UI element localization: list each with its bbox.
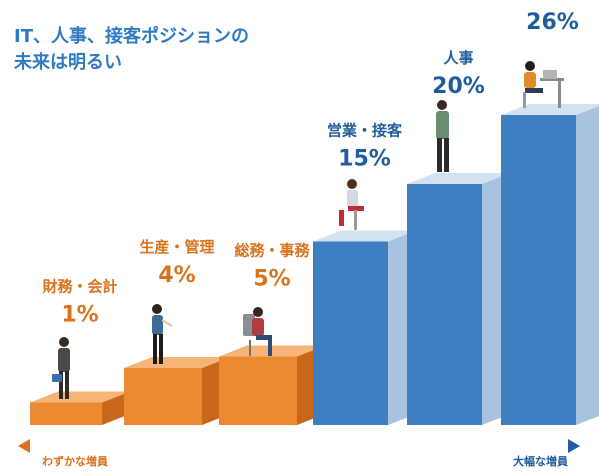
bar-side-6 <box>576 105 599 425</box>
bars-layer <box>30 104 599 425</box>
axis-right-label: 大幅な増員 <box>513 454 568 468</box>
value-label-5: 20% <box>432 74 485 99</box>
value-label-4: 15% <box>338 147 391 172</box>
bar-front-2 <box>124 368 202 425</box>
bar-5 <box>407 173 510 425</box>
value-label-6: 26% <box>526 10 579 35</box>
labels-layer: 財務・会計 1% 生産・管理 4% 総務・事務 5% 営業・接客 15% 人事 20% IT 26% <box>41 0 578 328</box>
bar-top-4 <box>313 230 416 242</box>
bar-3 <box>219 345 325 425</box>
chart-title-line-2: 未来は明るい <box>14 52 122 73</box>
bar-front-1 <box>30 402 102 425</box>
chart-title-line-1: IT、人事、接客ポジションの <box>14 25 249 47</box>
category-label-6: IT <box>545 0 562 3</box>
bar-1 <box>30 391 130 425</box>
value-label-3: 5% <box>253 267 290 292</box>
value-label-1: 1% <box>61 303 98 328</box>
bar-6 <box>501 104 599 425</box>
bar-4 <box>313 230 416 425</box>
figures-layer <box>52 61 564 399</box>
category-label-4: 営業・接客 <box>327 122 403 140</box>
category-label-3: 総務・事務 <box>234 242 310 260</box>
person-admin-illustration <box>243 307 272 356</box>
bar-top-2 <box>124 357 230 368</box>
bar-top-1 <box>30 391 130 403</box>
category-label-1: 財務・会計 <box>41 278 117 296</box>
bar-front-4 <box>313 241 388 425</box>
category-label-5: 人事 <box>443 49 473 67</box>
scale-arrow-right-head <box>568 439 580 453</box>
scale-arrow-left-head <box>18 439 30 453</box>
bar-front-3 <box>219 356 297 425</box>
bar-front-5 <box>407 184 482 425</box>
bar-top-5 <box>407 173 510 184</box>
bar-side-1 <box>102 391 130 425</box>
axis-left-label: わずかな増員 <box>42 454 108 468</box>
bar-2 <box>124 357 230 425</box>
person-finance-illustration <box>52 337 70 399</box>
person-production-illustration <box>152 304 173 364</box>
category-label-2: 生産・管理 <box>139 238 214 256</box>
person-sales-illustration <box>339 179 364 230</box>
person-it-illustration <box>523 61 564 108</box>
bar-front-6 <box>501 115 576 425</box>
person-hr-illustration <box>436 100 449 172</box>
value-label-2: 4% <box>158 263 195 288</box>
